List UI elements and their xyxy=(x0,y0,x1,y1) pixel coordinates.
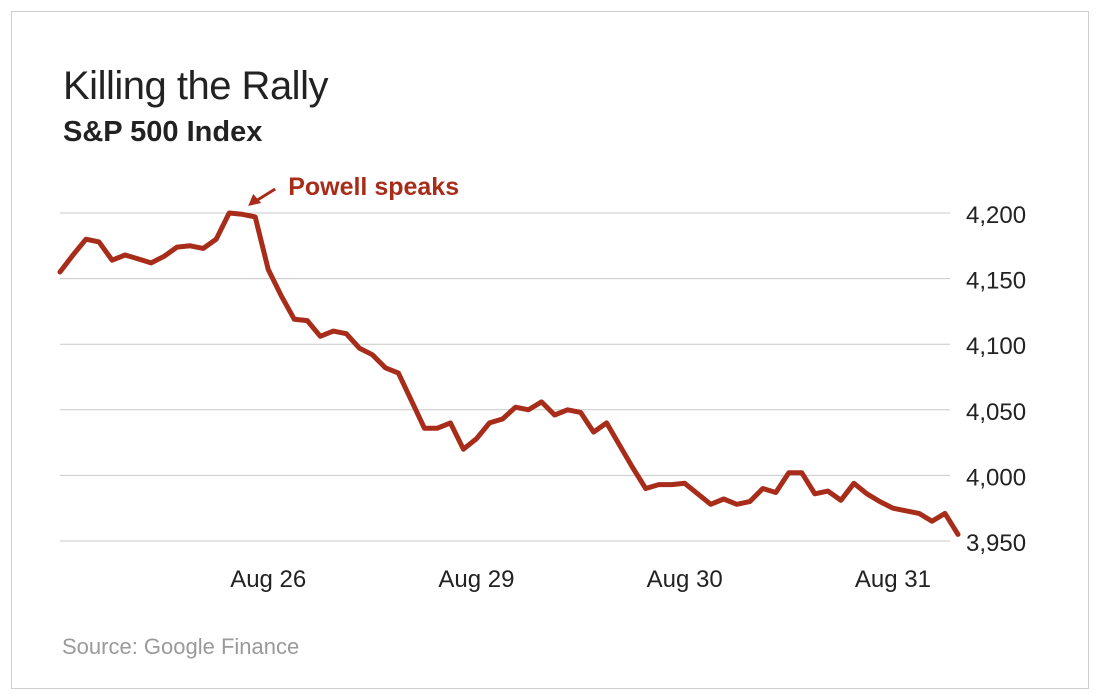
y-tick-label: 4,150 xyxy=(966,268,1026,295)
data-point xyxy=(760,486,765,491)
data-point xyxy=(890,506,895,511)
data-point xyxy=(825,489,830,494)
data-point xyxy=(448,420,453,425)
data-point xyxy=(474,436,479,441)
data-point xyxy=(487,420,492,425)
data-point xyxy=(253,214,258,219)
data-point xyxy=(916,511,921,516)
data-point xyxy=(84,237,89,242)
data-point xyxy=(71,252,76,257)
data-point xyxy=(682,481,687,486)
data-point xyxy=(201,246,206,251)
data-point xyxy=(175,245,180,250)
y-axis-tick-labels: 3,950 4,000 4,050 4,100 4,150 4,200 xyxy=(966,202,1026,557)
data-point xyxy=(956,532,961,537)
data-point xyxy=(305,318,310,323)
data-point xyxy=(643,486,648,491)
data-point xyxy=(396,371,401,376)
data-point xyxy=(552,413,557,418)
data-point xyxy=(929,519,934,524)
data-point xyxy=(500,416,505,421)
data-point xyxy=(461,447,466,452)
annotation-arrowhead xyxy=(248,194,262,206)
data-point xyxy=(903,508,908,513)
data-point xyxy=(942,511,947,516)
data-point xyxy=(162,254,167,259)
data-point xyxy=(383,365,388,370)
y-tick-label: 4,100 xyxy=(966,333,1026,360)
series-group xyxy=(57,210,961,537)
data-point xyxy=(513,405,518,410)
data-point xyxy=(786,470,791,475)
x-axis-tick-labels: Aug 26 Aug 29 Aug 30 Aug 31 xyxy=(230,566,931,593)
data-point xyxy=(188,243,193,248)
data-point xyxy=(279,293,284,298)
data-point xyxy=(630,465,635,470)
data-point xyxy=(227,211,232,216)
data-point xyxy=(721,497,726,502)
data-point xyxy=(318,334,323,339)
data-point xyxy=(422,426,427,431)
y-tick-label: 4,200 xyxy=(966,202,1026,229)
y-tick-label: 3,950 xyxy=(966,530,1026,557)
data-point xyxy=(136,256,141,261)
data-point xyxy=(292,317,297,322)
data-point xyxy=(656,482,661,487)
data-point xyxy=(266,267,271,272)
data-point xyxy=(409,398,414,403)
data-point xyxy=(838,498,843,503)
data-point xyxy=(669,482,674,487)
data-point xyxy=(812,491,817,496)
source-note: Source: Google Finance xyxy=(62,634,300,659)
chart-subtitle: S&P 500 Index xyxy=(63,116,263,148)
chart-title: Killing the Rally xyxy=(63,64,328,108)
data-point xyxy=(123,252,128,257)
data-point xyxy=(370,352,375,357)
data-point xyxy=(773,490,778,495)
data-point xyxy=(851,481,856,486)
y-tick-label: 4,000 xyxy=(966,464,1026,491)
annotations: Powell speaks xyxy=(248,173,459,206)
data-point xyxy=(526,407,531,412)
data-point xyxy=(591,430,596,435)
data-point xyxy=(578,410,583,415)
gridlines xyxy=(60,212,950,542)
data-point xyxy=(539,399,544,404)
data-point xyxy=(565,407,570,412)
data-point xyxy=(435,426,440,431)
data-point xyxy=(695,491,700,496)
data-point xyxy=(877,499,882,504)
data-point xyxy=(708,502,713,507)
data-point xyxy=(357,346,362,351)
data-point xyxy=(58,270,63,275)
data-point xyxy=(344,331,349,336)
data-point xyxy=(604,420,609,425)
x-tick-label: Aug 29 xyxy=(438,566,514,593)
data-point xyxy=(747,499,752,504)
data-point xyxy=(214,237,219,242)
x-tick-label: Aug 30 xyxy=(647,566,723,593)
annotation-label: Powell speaks xyxy=(288,173,459,201)
data-point xyxy=(110,258,115,263)
data-point xyxy=(240,212,245,217)
x-tick-label: Aug 31 xyxy=(855,566,931,593)
y-tick-label: 4,050 xyxy=(966,399,1026,426)
data-point xyxy=(149,260,154,265)
data-point xyxy=(799,470,804,475)
series-line xyxy=(57,210,961,537)
data-point xyxy=(864,491,869,496)
data-point xyxy=(734,502,739,507)
data-point xyxy=(331,329,336,334)
data-point xyxy=(617,443,622,448)
chart-frame xyxy=(11,11,1089,689)
x-tick-label: Aug 26 xyxy=(230,566,306,593)
data-point xyxy=(97,239,102,244)
